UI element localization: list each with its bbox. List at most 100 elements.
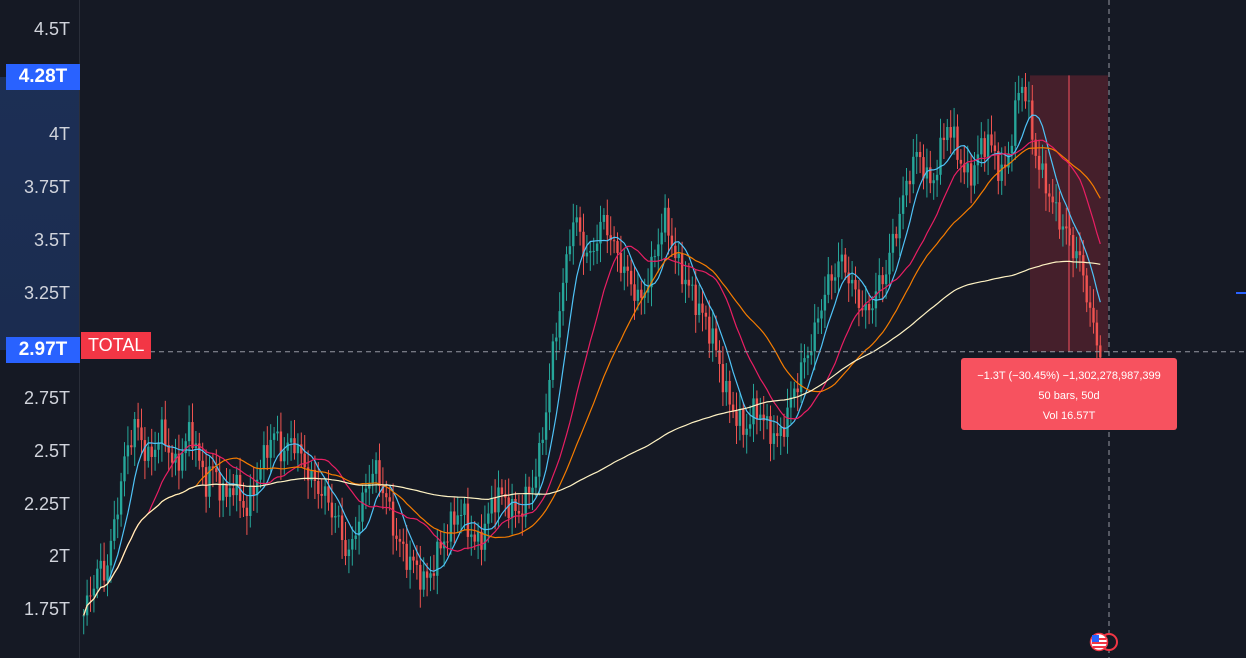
candle-body [980,138,983,155]
candle-body [857,289,861,308]
candle-body [963,163,966,173]
candle-body [731,404,735,412]
candle-body [1044,163,1048,194]
candle-body [667,207,670,236]
us-flag-icon[interactable] [1089,632,1119,652]
candle-body [198,443,201,461]
candle-body [878,275,881,292]
candle-body [538,442,541,477]
candle-body [446,541,449,543]
ma-mid-line [83,139,1101,616]
candle-body [585,252,589,257]
candle-body [493,497,497,513]
candle-body [541,439,544,443]
candle-body [327,486,330,503]
candle-body [959,159,963,164]
candle-body [854,279,857,290]
candle-body [555,337,558,342]
candle-body [208,466,211,497]
candle-body [483,523,487,550]
candle-body [388,497,391,502]
candle-body [113,519,116,541]
measure-tooltip: −1.3T (−30.45%) −1,302,278,987,399 50 ba… [961,358,1177,430]
candle-body [453,511,456,525]
candle-body [973,165,976,186]
candle-body [881,275,884,285]
candle-body [1061,226,1065,230]
candle-body [395,535,398,539]
candle-body [840,254,844,262]
candle-body [361,492,364,522]
candle-body [609,235,612,241]
candle-body [793,388,796,398]
candle-body [735,411,738,426]
candle-body [956,126,959,160]
candle-body [776,433,779,437]
candle-body [201,460,204,468]
price-axis-panel[interactable] [0,0,80,658]
candle-body [572,222,575,247]
candle-body [847,272,850,284]
candle-body [245,507,249,516]
price-tick-label: 2.75T [23,388,70,409]
candle-body [1037,155,1041,170]
candle-body [561,282,565,312]
candle-body [147,446,150,461]
measure-bars: 50 bars, 50d [1038,390,1100,402]
candle-body [378,460,381,486]
symbol-label[interactable]: TOTAL [81,332,152,359]
candle-body [884,274,888,285]
candle-body [470,534,473,537]
candle-body [351,538,354,550]
candle-body [364,488,368,493]
candle-body [888,252,891,275]
candle-body [891,233,895,253]
candle-body [850,279,854,284]
candle-body [164,419,167,445]
candle-body [119,481,123,515]
candle-body [599,221,602,244]
measure-volume: Vol 16.57T [1042,410,1096,422]
candle-body [657,244,660,257]
candle-body [769,416,772,444]
candle-body [986,134,990,157]
candle-body [813,322,816,352]
candle-body [606,214,609,236]
candle-body [524,486,527,517]
candle-body [1054,202,1058,204]
candle-body [313,469,317,482]
candle-body [204,467,208,497]
candle-body [898,213,901,239]
candle-body [1031,100,1034,140]
current-price-badge: 2.97T [6,337,80,363]
candle-body [636,289,640,301]
ma-fast-line [83,114,1101,616]
candle-body [289,438,293,443]
candle-body [568,246,572,255]
candle-body [915,151,918,157]
candle-body [1075,251,1078,259]
candle-body [582,231,585,257]
price-tick-label: 1.75T [23,599,70,619]
candle-body [293,438,296,454]
candle-body [374,460,378,474]
candle-body [660,232,663,245]
candle-body [711,328,714,344]
candle-body [473,534,476,542]
candle-body [344,540,347,557]
candle-body [602,214,606,222]
candle-body [565,254,568,283]
candle-body [789,397,793,408]
candle-body [779,427,782,437]
candle-body [187,422,191,442]
candle-body [153,449,157,457]
candle-body [391,501,395,536]
candle-body [415,560,419,565]
candle-body [725,380,728,393]
candle-body [1095,322,1099,346]
candle-body [136,419,140,428]
candle-body [918,151,922,158]
candle-body [116,514,119,520]
candle-body [701,303,704,313]
